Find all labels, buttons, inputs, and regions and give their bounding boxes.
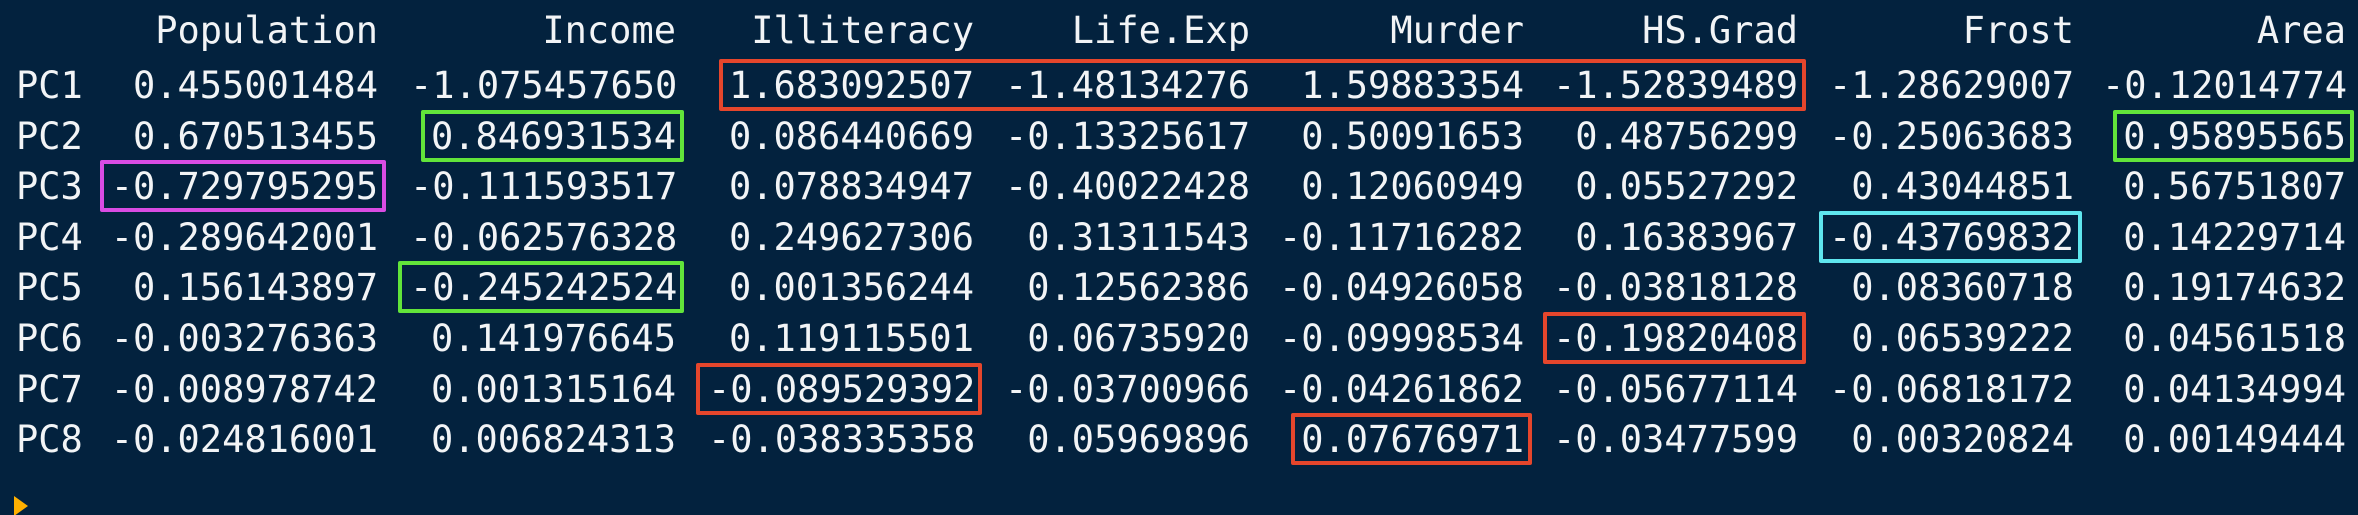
table-cell: -0.062576328	[410, 215, 678, 259]
table-cell: 0.19174632	[2123, 266, 2346, 310]
table-cell: 0.56751807	[2123, 165, 2346, 209]
table-cell: 0.119115501	[728, 317, 974, 360]
column-header: Income	[542, 9, 676, 52]
column-header: Illiteracy	[751, 9, 974, 52]
table-cell: -0.245242524	[410, 266, 678, 310]
table-cell: -0.09998534	[1278, 317, 1524, 360]
table-cell: -1.52839489	[1552, 64, 1798, 107]
row-label: PC8	[16, 418, 83, 462]
row-label: PC4	[16, 215, 83, 259]
table-cell: -0.12014774	[2102, 64, 2348, 107]
table-cell: -0.024816001	[110, 418, 378, 462]
highlight-box-red	[718, 59, 1806, 111]
table-cell: -0.03818128	[1552, 266, 1798, 310]
column-header: HS.Grad	[1642, 9, 1798, 52]
row-label: PC5	[16, 266, 83, 310]
table-cell: 0.001315164	[430, 367, 676, 411]
table-cell: 0.670513455	[132, 114, 378, 158]
table-cell: -0.008978742	[110, 367, 378, 411]
table-cell: 0.00320824	[1851, 418, 2074, 462]
table-cell: 0.31311543	[1027, 215, 1250, 259]
row-label: PC1	[16, 64, 83, 107]
row-label: PC3	[16, 165, 83, 209]
table-cell: 0.078834947	[728, 165, 974, 209]
table-cell: 0.43044851	[1851, 165, 2074, 209]
table-cell: 0.12060949	[1301, 165, 1524, 209]
table-cell: 0.07676971	[1301, 418, 1524, 462]
console-prompt-arrow-icon	[14, 496, 28, 515]
table-cell: 0.141976645	[430, 317, 676, 360]
table-cell: 0.12562386	[1027, 266, 1250, 310]
highlight-box-red	[1291, 413, 1532, 466]
table-cell: -0.40022428	[1004, 165, 1250, 209]
table-cell: 0.156143897	[132, 266, 378, 310]
table-cell: 0.06539222	[1851, 317, 2074, 360]
table-cell: 0.846931534	[430, 114, 676, 158]
table-cell: 0.05527292	[1575, 165, 1798, 209]
table-cell: -0.111593517	[410, 165, 678, 209]
table-cell: -0.19820408	[1552, 317, 1798, 360]
table-cell: 0.04561518	[2123, 317, 2346, 360]
table-cell: 0.04134994	[2123, 367, 2346, 411]
table-cell: -0.003276363	[110, 317, 378, 360]
table-cell: -0.06818172	[1828, 367, 2074, 411]
row-label: PC2	[16, 114, 83, 158]
column-header: Population	[155, 9, 378, 52]
table-cell: -0.11716282	[1278, 215, 1524, 259]
table-cell: -1.28629007	[1828, 64, 2074, 107]
row-label: PC7	[16, 367, 83, 411]
highlight-box-green	[2113, 109, 2354, 162]
table-cell: -1.48134276	[1004, 64, 1250, 107]
table-cell: 0.08360718	[1851, 266, 2074, 310]
table-cell: 0.086440669	[728, 114, 974, 158]
table-cell: 0.455001484	[132, 64, 378, 107]
table-cell: 1.683092507	[728, 64, 974, 107]
table-cell: -0.25063683	[1828, 114, 2074, 158]
table-cell: -0.089529392	[708, 367, 976, 411]
row-label: PC6	[16, 317, 83, 360]
table-cell: 0.16383967	[1575, 215, 1798, 259]
table-cell: 0.06735920	[1027, 317, 1250, 360]
table-cell: 0.00149444	[2123, 418, 2346, 462]
table-cell: -0.13325617	[1004, 114, 1250, 158]
table-cell: -0.04261862	[1278, 367, 1524, 411]
table-cell: -0.04926058	[1278, 266, 1524, 310]
table-cell: -0.729795295	[110, 165, 378, 209]
highlight-box-green	[398, 261, 684, 314]
table-cell: 0.50091653	[1301, 114, 1524, 158]
column-header: Area	[2256, 9, 2346, 52]
table-cell: -1.075457650	[410, 64, 678, 107]
table-cell: -0.05677114	[1552, 367, 1798, 411]
table-cell: -0.03477599	[1552, 418, 1798, 462]
table-cell: -0.03700966	[1004, 367, 1250, 411]
highlight-box-red	[1542, 312, 1806, 364]
table-cell: 0.14229714	[2123, 215, 2346, 259]
table-cell: -0.43769832	[1828, 215, 2074, 259]
table-cell: 0.006824313	[430, 418, 676, 462]
table-cell: -0.289642001	[110, 215, 378, 259]
table-cell: 0.95895565	[2123, 114, 2346, 158]
table-cell: 0.249627306	[728, 215, 974, 259]
column-header: Life.Exp	[1071, 9, 1250, 52]
table-cell: 0.48756299	[1575, 114, 1798, 158]
table-cell: 0.05969896	[1027, 418, 1250, 462]
highlight-box-green	[420, 109, 684, 162]
highlight-box-red	[696, 362, 982, 415]
highlight-box-magenta	[100, 160, 386, 213]
table-cell: -0.038335358	[708, 418, 976, 462]
column-header: Murder	[1390, 9, 1524, 52]
table-cell: 1.59883354	[1301, 64, 1524, 107]
highlight-box-cyan	[1818, 210, 2082, 263]
table-cell: 0.001356244	[728, 266, 974, 310]
column-header: Frost	[1962, 9, 2074, 52]
